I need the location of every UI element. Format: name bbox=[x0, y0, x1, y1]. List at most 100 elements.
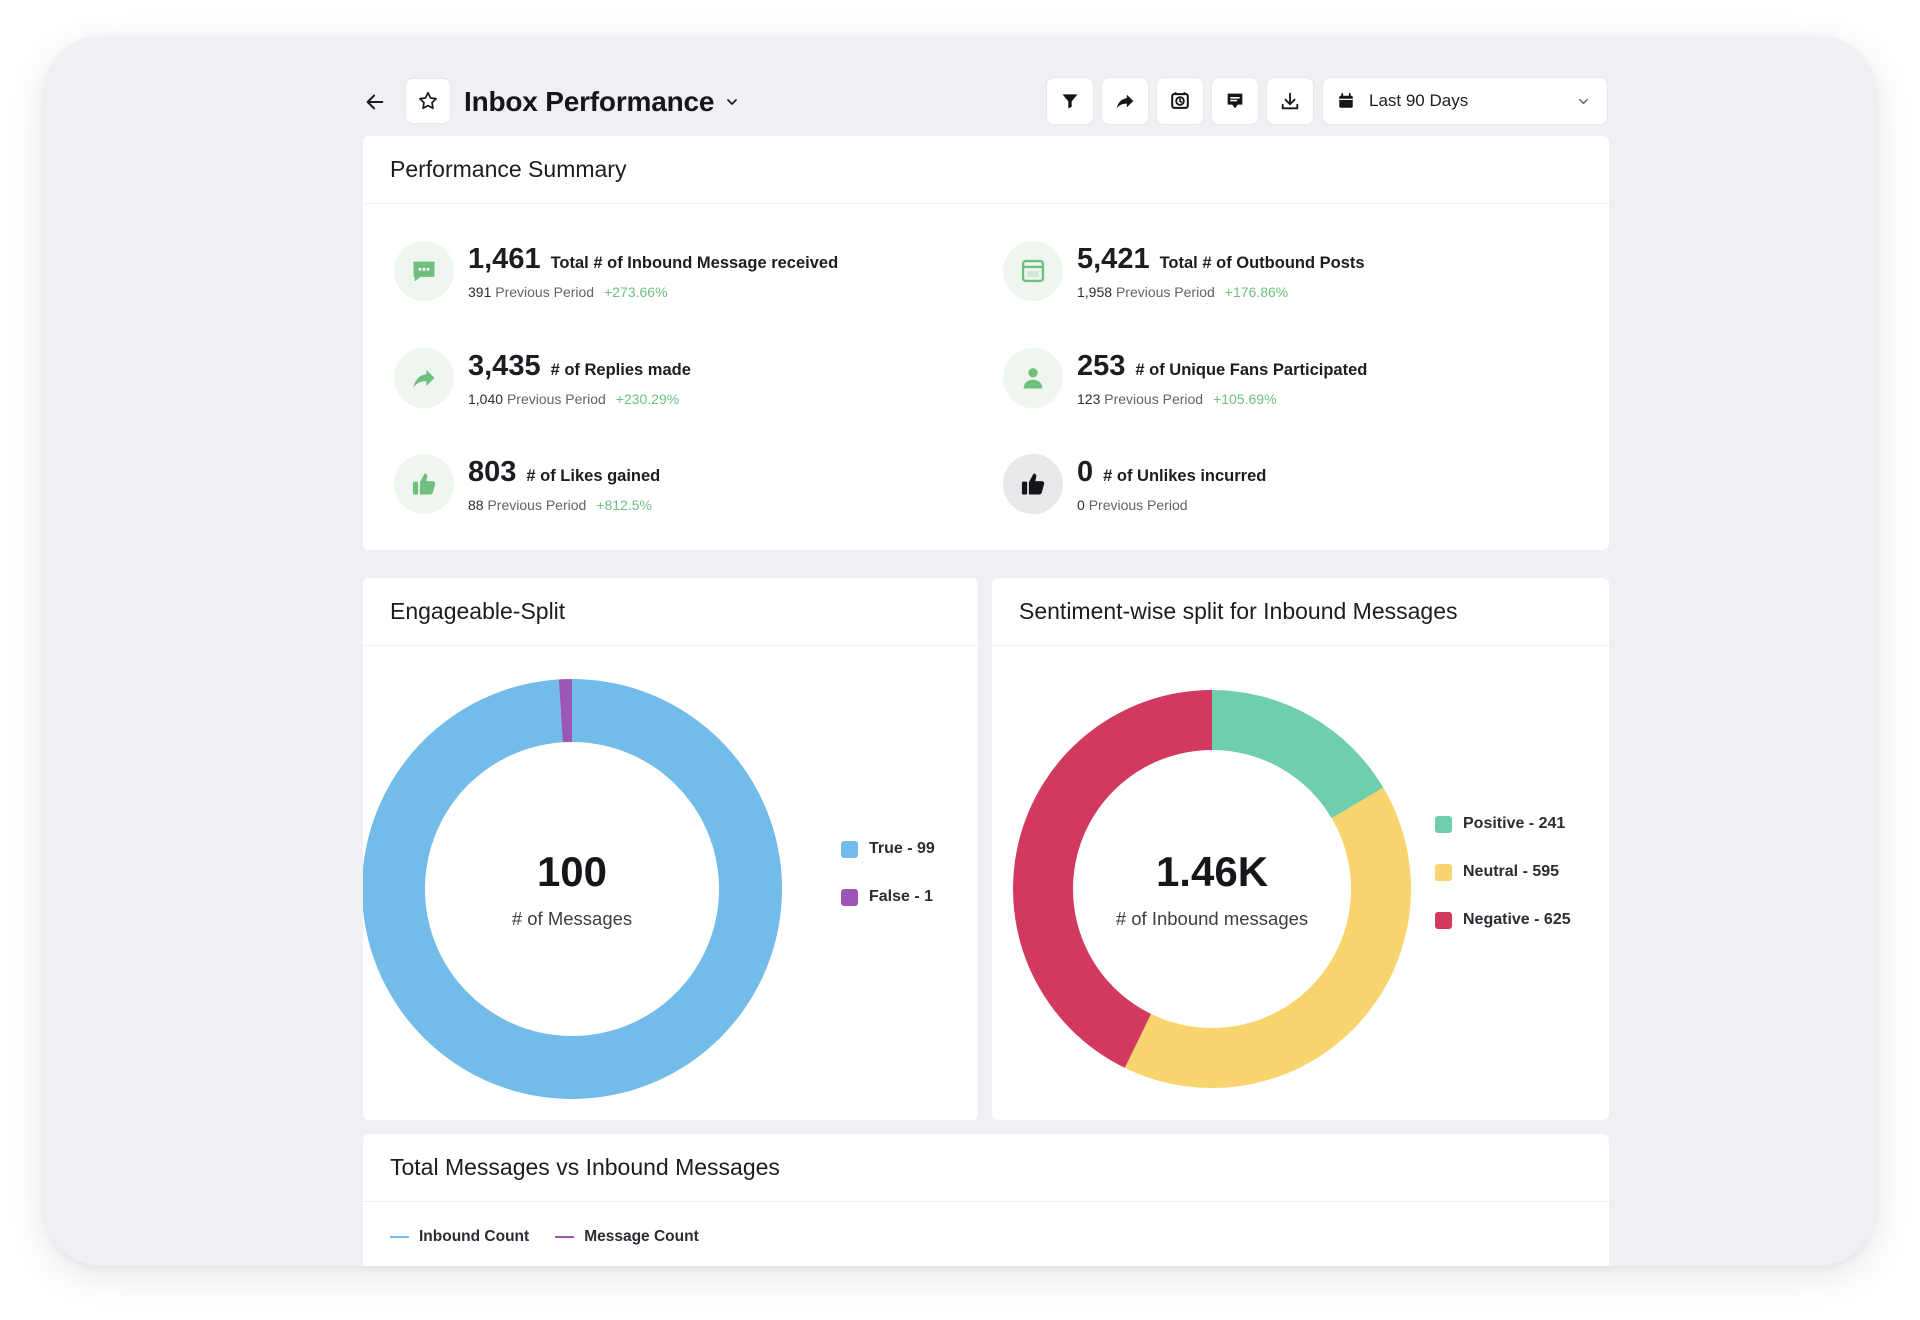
donut-slice-true[interactable] bbox=[363, 679, 782, 1099]
reply-arrow-icon bbox=[413, 369, 435, 388]
legend-item-false[interactable]: False - 1 bbox=[841, 888, 935, 906]
total-vs-inbound-card: Total Messages vs Inbound Messages Inbou… bbox=[363, 1134, 1609, 1266]
metric-label: Total # of Outbound Posts bbox=[1159, 254, 1365, 272]
filter-button[interactable] bbox=[1046, 77, 1094, 125]
chat-icon bbox=[413, 261, 435, 282]
card-header: Engageable-Split bbox=[363, 578, 978, 646]
dashboard: Inbox Performance Last 90 Days Performan… bbox=[44, 36, 1876, 1266]
previous-value: 88 bbox=[468, 497, 484, 513]
legend-label: Positive - 241 bbox=[1463, 815, 1566, 832]
previous-value: 0 bbox=[1077, 497, 1085, 513]
change-percent: +105.69% bbox=[1213, 391, 1277, 407]
star-icon bbox=[419, 91, 437, 110]
previous-label: Previous Period bbox=[506, 391, 606, 407]
previous-value: 1,040 bbox=[468, 391, 504, 407]
metric-outbound-posts: 5,421 Total # of Outbound Posts 1,958 Pr… bbox=[1003, 241, 1365, 301]
sentiment-split-card: Sentiment-wise split for Inbound Message… bbox=[992, 578, 1609, 1120]
legend-label: False - 1 bbox=[869, 888, 934, 905]
post-window-icon bbox=[1021, 259, 1045, 283]
comment-icon bbox=[1227, 93, 1243, 109]
page-title: Inbox Performance bbox=[464, 86, 715, 117]
metric-value: 0 bbox=[1077, 456, 1094, 488]
previous-value: 391 bbox=[468, 284, 492, 300]
metric-label: # of Likes gained bbox=[526, 467, 661, 485]
user-icon-badge bbox=[1003, 348, 1063, 408]
back-arrow-icon bbox=[366, 94, 384, 110]
center-total: 100 bbox=[536, 848, 608, 895]
post-icon-badge bbox=[1003, 241, 1063, 301]
metric-value: 803 bbox=[468, 456, 517, 488]
previous-label: Previous Period bbox=[1115, 284, 1215, 300]
center-label: # of Messages bbox=[511, 908, 633, 929]
legend-swatch bbox=[1435, 911, 1452, 929]
thumbs-up-icon-badge bbox=[394, 454, 454, 514]
legend-item-neutral[interactable]: Neutral - 595 bbox=[1435, 863, 1571, 881]
previous-label: Previous Period bbox=[495, 284, 595, 300]
metric-unlikes-incurred: 0 # of Unlikes incurred 0 Previous Perio… bbox=[1003, 454, 1266, 514]
share-button[interactable] bbox=[1101, 77, 1149, 125]
reply-icon-badge bbox=[394, 348, 454, 408]
change-percent: +176.86% bbox=[1224, 284, 1289, 300]
thumbs-up-dark-icon bbox=[1021, 473, 1045, 495]
favorite-button[interactable] bbox=[405, 78, 451, 124]
share-arrow-icon bbox=[1116, 94, 1134, 109]
thumbs-up-dark-icon-badge bbox=[1003, 454, 1063, 514]
legend: True - 99 False - 1 bbox=[841, 840, 935, 936]
download-icon bbox=[1281, 92, 1299, 110]
legend-label: Neutral - 595 bbox=[1463, 863, 1560, 880]
change-percent: +812.5% bbox=[596, 497, 652, 513]
card-header: Performance Summary bbox=[363, 136, 1609, 204]
card-title: Performance Summary bbox=[390, 156, 627, 182]
legend-item-message-count[interactable]: Message Count bbox=[555, 1228, 699, 1246]
legend-label: Message Count bbox=[584, 1228, 699, 1245]
metric-replies-made: 3,435 # of Replies made 1,040 Previous P… bbox=[394, 348, 691, 408]
chevron-down-icon bbox=[1579, 98, 1588, 104]
center-label: # of Inbound messages bbox=[1115, 908, 1309, 929]
metric-likes-gained: 803 # of Likes gained 88 Previous Period… bbox=[394, 454, 660, 514]
previous-label: Previous Period bbox=[1104, 391, 1204, 407]
alarm-clock-icon bbox=[1171, 92, 1189, 109]
legend-swatch bbox=[1435, 863, 1452, 881]
user-icon bbox=[1023, 368, 1043, 389]
donut-slice-neutral[interactable] bbox=[1124, 787, 1411, 1088]
metric-value: 1,461 bbox=[468, 243, 541, 275]
engageable-split-card: Engageable-Split 100 # of Messages True … bbox=[363, 578, 978, 1120]
schedule-button[interactable] bbox=[1156, 77, 1204, 125]
legend-item-positive[interactable]: Positive - 241 bbox=[1435, 815, 1571, 833]
app-frame: Inbox Performance Last 90 Days Performan… bbox=[44, 36, 1876, 1266]
metric-inbound-messages: 1,461 Total # of Inbound Message receive… bbox=[394, 241, 838, 301]
date-range-select[interactable]: Last 90 Days bbox=[1322, 77, 1608, 125]
legend-swatch bbox=[841, 888, 858, 906]
legend-item-negative[interactable]: Negative - 625 bbox=[1435, 911, 1571, 929]
donut-slice-positive[interactable] bbox=[1212, 690, 1384, 819]
filter-icon bbox=[1062, 94, 1078, 109]
legend-swatch bbox=[841, 840, 858, 858]
dashboard-title-dropdown[interactable]: Inbox Performance bbox=[464, 82, 740, 122]
legend-label: Negative - 625 bbox=[1463, 911, 1571, 928]
sentiment-donut-chart bbox=[1013, 690, 1411, 1088]
comments-button[interactable] bbox=[1211, 77, 1259, 125]
legend: Positive - 241 Neutral - 595 Negative - … bbox=[1435, 815, 1571, 959]
card-header: Sentiment-wise split for Inbound Message… bbox=[992, 578, 1609, 646]
metric-label: # of Replies made bbox=[550, 361, 691, 379]
center-total: 1.46K bbox=[1155, 848, 1269, 895]
metric-label: # of Unique Fans Participated bbox=[1135, 361, 1368, 379]
card-title: Sentiment-wise split for Inbound Message… bbox=[1019, 598, 1458, 624]
previous-label: Previous Period bbox=[1088, 497, 1188, 513]
previous-value: 1,958 bbox=[1077, 284, 1113, 300]
metric-unique-fans: 253 # of Unique Fans Participated 123 Pr… bbox=[1003, 348, 1367, 408]
legend-line-swatch bbox=[390, 1236, 409, 1238]
legend-item-inbound-count[interactable]: Inbound Count bbox=[390, 1228, 529, 1246]
chevron-down-icon bbox=[727, 99, 738, 105]
donut-slice-false[interactable] bbox=[558, 679, 572, 743]
legend-swatch bbox=[1435, 815, 1452, 833]
engageable-donut-chart bbox=[363, 679, 782, 1099]
metric-value: 5,421 bbox=[1077, 243, 1150, 275]
download-button[interactable] bbox=[1266, 77, 1314, 125]
previous-label: Previous Period bbox=[487, 497, 587, 513]
line-chart-legend: Inbound Count Message Count bbox=[390, 1228, 699, 1246]
change-percent: +230.29% bbox=[615, 391, 680, 407]
donut-slice-negative[interactable] bbox=[1013, 690, 1212, 1068]
legend-item-true[interactable]: True - 99 bbox=[841, 840, 935, 858]
back-button[interactable] bbox=[355, 82, 395, 122]
